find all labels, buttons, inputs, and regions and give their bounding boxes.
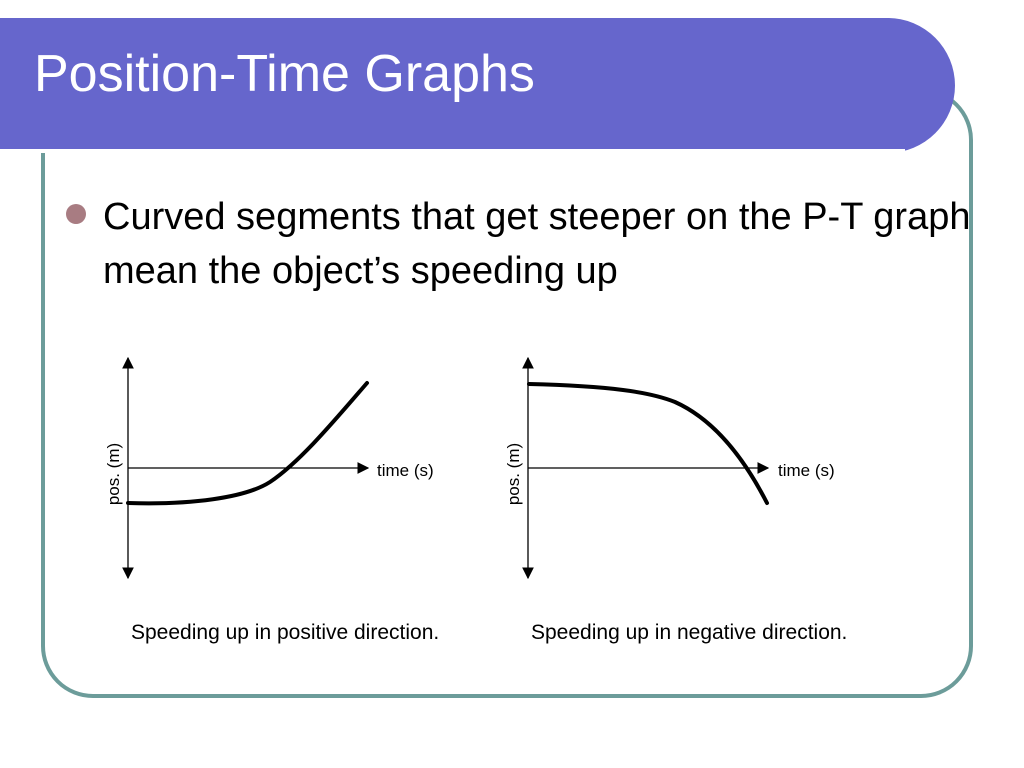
- title-bar: [0, 18, 955, 153]
- slide-frame: [41, 88, 973, 698]
- graph-positive: pos. (m) time (s): [104, 356, 434, 580]
- title-underline: [0, 149, 905, 153]
- caption-positive: Speeding up in positive direction.: [131, 621, 440, 644]
- y-axis-label: pos. (m): [104, 443, 123, 505]
- y-axis-label: pos. (m): [504, 443, 523, 505]
- position-curve: [126, 381, 369, 506]
- graph-negative: pos. (m) time (s): [504, 356, 835, 580]
- bullet-dot: [66, 204, 86, 224]
- bullet-text: Curved segments that get steeper on the …: [103, 196, 971, 292]
- caption-negative: Speeding up in negative direction.: [531, 621, 848, 644]
- position-curve: [527, 382, 769, 505]
- x-axis-label: time (s): [778, 461, 835, 480]
- x-axis-label: time (s): [377, 461, 434, 480]
- slide-title: Position-Time Graphs: [34, 45, 535, 103]
